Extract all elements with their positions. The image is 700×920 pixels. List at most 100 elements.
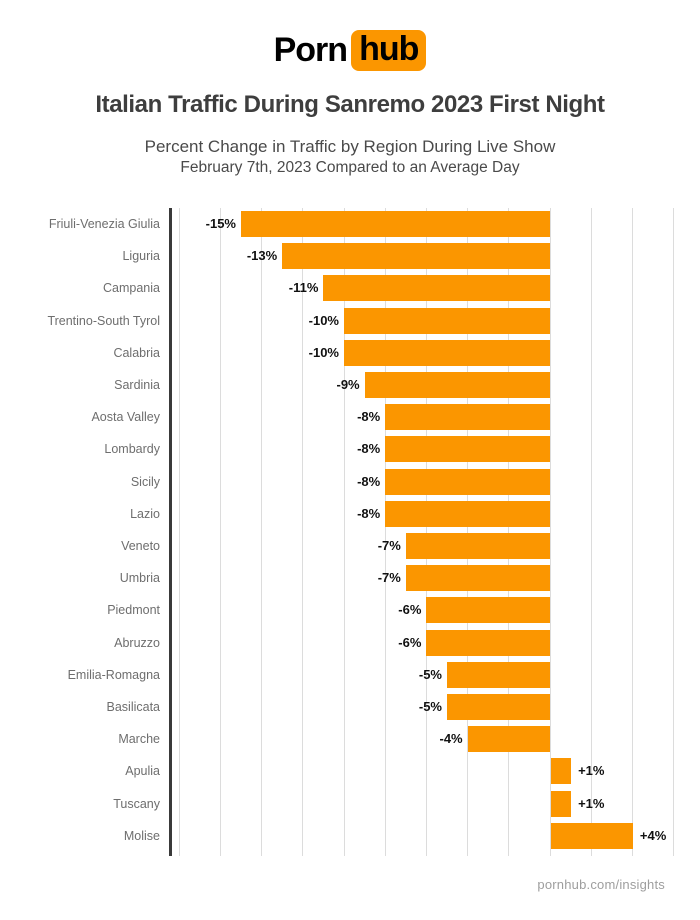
gridline <box>467 208 469 856</box>
y-axis-line <box>169 208 172 856</box>
category-label: Lombardy <box>104 442 160 457</box>
chart-row: Lazio -8% <box>0 498 700 530</box>
gridline <box>425 208 427 856</box>
gridline <box>302 208 304 856</box>
category-label: Aosta Valley <box>91 410 160 425</box>
bar <box>405 533 550 559</box>
category-label: Piedmont <box>107 603 160 618</box>
value-label: -8% <box>357 409 381 425</box>
chart-subtitle: Percent Change in Traffic by Region Duri… <box>144 137 556 156</box>
bar <box>385 436 550 463</box>
value-label: -5% <box>418 666 442 682</box>
value-label: -10% <box>308 344 339 360</box>
gridline <box>590 208 592 856</box>
chart-row: Marche -4% <box>0 723 700 755</box>
bar <box>467 726 550 753</box>
category-label: Sicily <box>130 474 160 489</box>
chart-row: Emilia-Romagna -5% <box>0 659 700 691</box>
gridline <box>178 208 180 856</box>
bar <box>385 404 550 431</box>
chart-title: Italian Traffic During Sanremo 2023 Firs… <box>95 91 605 118</box>
bar <box>241 211 550 237</box>
value-label: -8% <box>357 441 381 457</box>
bar <box>550 822 633 849</box>
chart-subtitle-date: February 7th, 2023 Compared to an Averag… <box>180 159 520 176</box>
value-label: +1% <box>578 795 605 811</box>
bar <box>550 790 572 817</box>
gridline <box>673 208 675 856</box>
value-label: -15% <box>205 216 236 231</box>
chart-row: Trentino-South Tyrol -10% <box>0 305 700 337</box>
bar <box>405 565 550 592</box>
chart-row: Friuli-Venezia Giulia -15% <box>0 208 700 240</box>
gridline <box>508 208 510 856</box>
chart-row: Piedmont -6% <box>0 594 700 626</box>
category-label: Lazio <box>130 506 160 521</box>
gridline <box>384 208 386 856</box>
bar <box>426 629 550 656</box>
value-label: +1% <box>578 763 605 779</box>
value-label: -13% <box>246 248 278 264</box>
category-label: Emilia-Romagna <box>67 667 160 682</box>
gridline <box>261 208 263 856</box>
category-label: Campania <box>103 281 160 296</box>
bar <box>344 339 550 366</box>
gridline <box>631 208 633 856</box>
category-label: Abruzzo <box>114 635 160 650</box>
category-label: Umbria <box>119 571 160 586</box>
chart-row: Veneto -7% <box>0 530 700 562</box>
category-label: Sardinia <box>114 378 160 392</box>
bar <box>447 661 550 688</box>
value-label: -10% <box>308 312 339 328</box>
value-label: +4% <box>639 827 667 843</box>
chart-row: Tuscany +1% <box>0 788 700 820</box>
value-label: -8% <box>357 473 381 489</box>
chart-row: Lombardy -8% <box>0 433 700 465</box>
category-label: Liguria <box>122 249 160 264</box>
bar-chart: Friuli-Venezia Giulia -15% Liguria -13% Camp… <box>0 208 700 856</box>
chart-row: Umbria -7% <box>0 562 700 594</box>
value-label: -5% <box>418 699 442 714</box>
category-label: Molise <box>123 828 160 843</box>
chart-row: Liguria -13% <box>0 240 700 272</box>
bar <box>344 307 550 334</box>
chart-row: Aosta Valley -8% <box>0 401 700 433</box>
pornhub-logo: Porn hub <box>0 28 700 72</box>
bar <box>323 275 550 302</box>
chart-row: Campania -11% <box>0 272 700 304</box>
source-link: pornhub.com/insights <box>537 877 665 892</box>
chart-row: Apulia +1% <box>0 755 700 787</box>
gridline <box>549 208 551 856</box>
bar <box>385 468 550 495</box>
category-label: Marche <box>118 732 160 747</box>
chart-row: Sicily -8% <box>0 466 700 498</box>
value-label: -6% <box>398 602 422 618</box>
value-label: -4% <box>439 731 463 747</box>
value-label: -7% <box>377 570 401 586</box>
category-label: Tuscany <box>113 796 160 811</box>
bar <box>447 694 550 720</box>
chart-row: Abruzzo -6% <box>0 627 700 659</box>
gridline <box>343 208 345 856</box>
value-label: -8% <box>357 505 381 521</box>
value-label: -11% <box>288 280 319 296</box>
chart-row: Molise +4% <box>0 820 700 852</box>
value-label: -7% <box>377 538 401 553</box>
value-label: -9% <box>336 377 360 392</box>
bar <box>282 243 550 270</box>
gridline <box>219 208 221 856</box>
logo-text-porn: Porn <box>273 30 348 69</box>
bar <box>426 597 550 624</box>
category-label: Apulia <box>125 764 160 779</box>
category-label: Calabria <box>113 345 160 360</box>
value-label: -6% <box>398 634 422 650</box>
chart-row: Basilicata -5% <box>0 691 700 723</box>
bar <box>385 500 550 527</box>
category-label: Trentino-South Tyrol <box>47 313 160 328</box>
logo-text-hub: hub <box>351 29 427 71</box>
chart-row: Sardinia -9% <box>0 369 700 401</box>
category-label: Friuli-Venezia Giulia <box>48 217 160 231</box>
bar <box>364 372 550 398</box>
chart-row: Calabria -10% <box>0 337 700 369</box>
